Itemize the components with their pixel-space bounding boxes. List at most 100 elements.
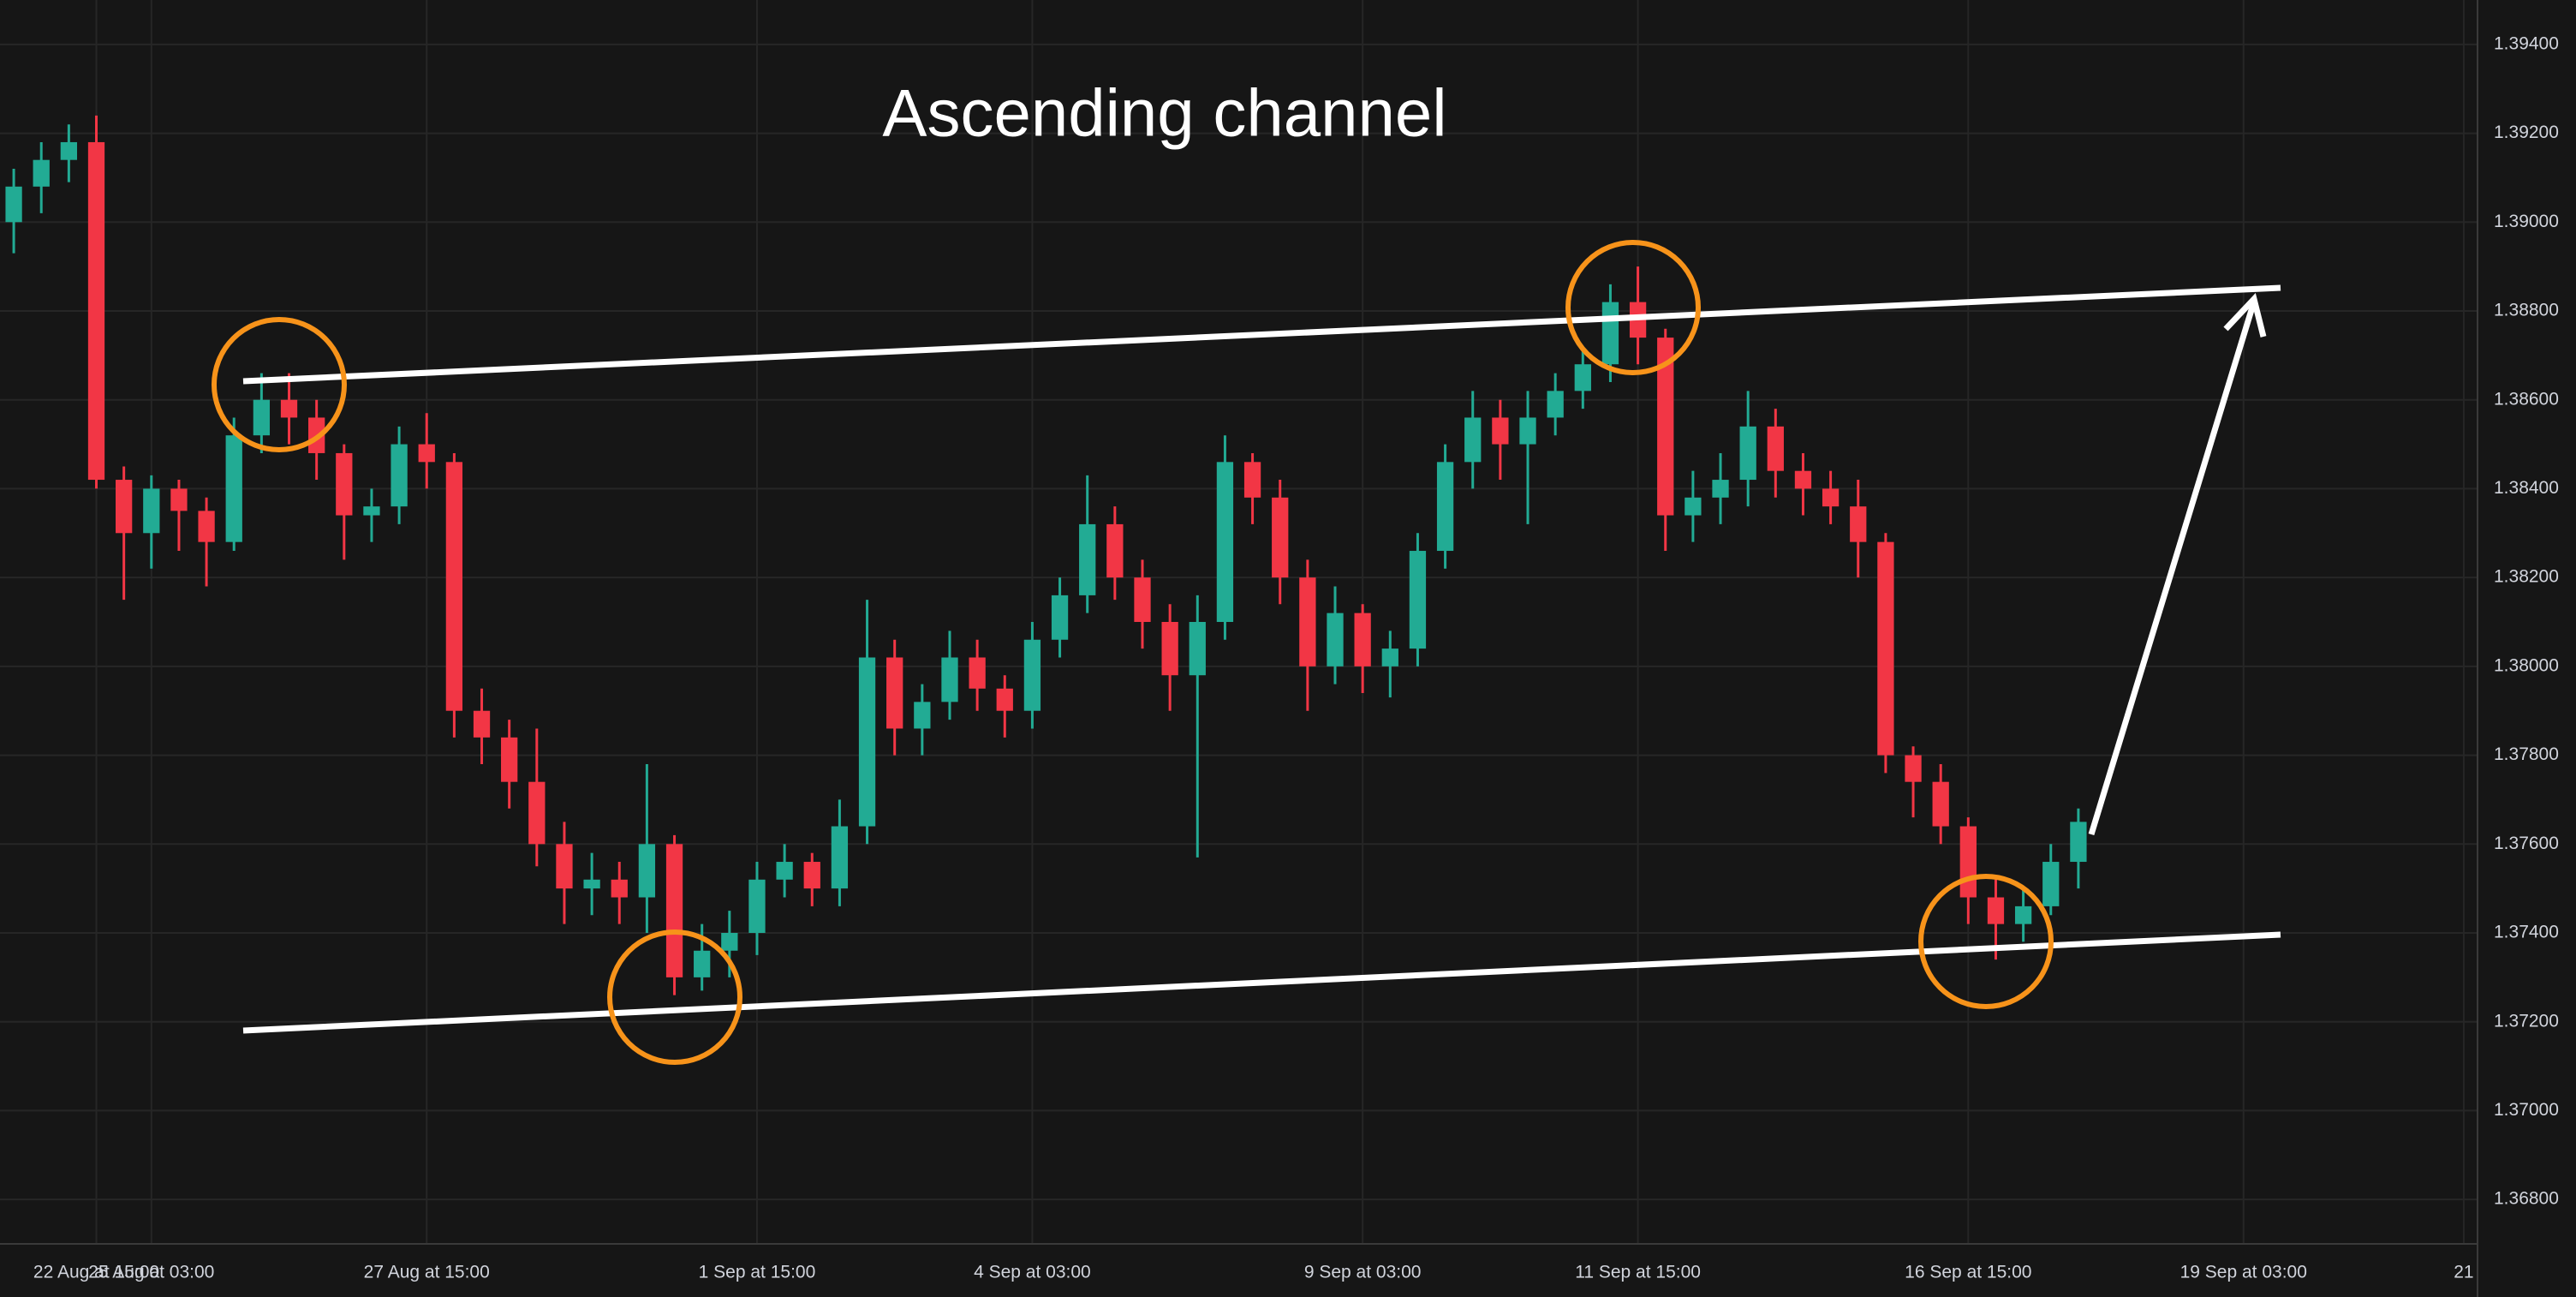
candle-body (2042, 862, 2060, 906)
candle-body (1959, 826, 1977, 898)
candle-body (1905, 755, 1922, 782)
candle-body (1299, 577, 1316, 666)
candle-body (1464, 417, 1482, 463)
candle-body (528, 781, 546, 845)
candle-body (1354, 613, 1371, 666)
y-tick-label: 1.38800 (2494, 301, 2559, 320)
candle-body (391, 444, 408, 507)
candle-body (198, 511, 215, 542)
candle-body (1574, 364, 1591, 391)
x-tick-label: 1 Sep at 15:00 (699, 1263, 816, 1282)
candle-body (1436, 462, 1454, 552)
candle-body (1932, 781, 1949, 827)
candle-body (1079, 523, 1096, 595)
candle-body (418, 444, 435, 463)
candle-body (721, 933, 738, 951)
y-tick-label: 1.36800 (2494, 1189, 2559, 1209)
candle-body (1822, 488, 1840, 507)
x-tick-label: 25 Aug at 03:00 (88, 1263, 214, 1282)
candle-body (858, 657, 876, 827)
candle-body (2014, 906, 2032, 924)
candle-body (1601, 302, 1619, 365)
y-tick-label: 1.39200 (2494, 123, 2559, 142)
annotations (212, 240, 2281, 1065)
candle-body (694, 950, 711, 977)
y-tick-label: 1.37800 (2494, 744, 2559, 764)
candle-body (996, 688, 1013, 711)
x-tick-label: 21 (2454, 1263, 2473, 1282)
candle-body (1161, 622, 1178, 676)
candle-body (803, 862, 820, 889)
candle-body (225, 435, 242, 542)
candle-body (2070, 822, 2087, 863)
candle-body (1657, 338, 1674, 516)
candle-body (611, 879, 628, 898)
candle-body (1216, 462, 1234, 622)
candle-body (33, 159, 50, 187)
candle-body (776, 862, 793, 880)
candle-body (665, 844, 683, 977)
candle-body (445, 462, 463, 711)
candle-body (5, 186, 22, 223)
y-tick-label: 1.38400 (2494, 478, 2559, 498)
x-tick-label: 19 Sep at 03:00 (2180, 1263, 2307, 1282)
candle-body (1106, 523, 1124, 578)
y-tick-label: 1.37600 (2494, 834, 2559, 853)
arrow (2088, 300, 2257, 836)
candle-body (253, 399, 271, 436)
candle-body (638, 844, 656, 898)
candle-body (501, 737, 518, 782)
y-tick-label: 1.39000 (2494, 212, 2559, 231)
candle-body (336, 452, 353, 516)
candle-body (1547, 391, 1564, 418)
channel-upper (242, 284, 2281, 385)
candle-body (1519, 417, 1536, 445)
candle-body (1023, 639, 1041, 711)
candle-body (1134, 577, 1151, 622)
candle-body (941, 657, 958, 702)
y-tick-label: 1.37200 (2494, 1011, 2559, 1031)
candle-body (1492, 417, 1509, 445)
candle-body (1243, 462, 1261, 498)
candle-body (1685, 497, 1702, 516)
candle-body (748, 879, 766, 933)
candle-body (1272, 497, 1289, 578)
x-tick-label: 9 Sep at 03:00 (1304, 1263, 1422, 1282)
x-tick-label: 16 Sep at 15:00 (1905, 1263, 2031, 1282)
candle-body (886, 657, 903, 729)
candle-body (1987, 897, 2005, 924)
candle-body (556, 844, 573, 889)
candle-body (87, 141, 105, 481)
candle-body (1327, 613, 1344, 666)
candle-body (969, 657, 986, 689)
touch-circle (607, 929, 742, 1065)
touch-circle (1565, 240, 1701, 375)
candle-body (1051, 595, 1069, 640)
candle-body (1739, 426, 1756, 481)
y-tick-label: 1.37000 (2494, 1100, 2559, 1120)
x-tick-label: 27 Aug at 15:00 (364, 1263, 490, 1282)
chart-title: Ascending channel (882, 75, 1446, 151)
y-tick-label: 1.38200 (2494, 567, 2559, 587)
candle-body (1877, 541, 1894, 756)
grid (0, 0, 2478, 1244)
candle-body (170, 488, 188, 511)
channel-lower (242, 931, 2281, 1034)
touch-circle (212, 317, 347, 452)
touch-circle (1918, 874, 2054, 1009)
x-tick-label: 4 Sep at 03:00 (974, 1263, 1091, 1282)
candle-body (1712, 480, 1729, 498)
candle-body (143, 488, 160, 534)
candle-body (1409, 551, 1427, 649)
candle-body (831, 826, 849, 889)
candle-body (116, 480, 133, 534)
x-tick-label: 22 Aug at 15:00 (33, 1263, 159, 1282)
candle-body (914, 702, 931, 729)
candle-body (280, 399, 298, 418)
candle-body (1381, 648, 1398, 666)
y-tick-label: 1.39400 (2494, 33, 2559, 53)
candle-body (1189, 622, 1206, 676)
